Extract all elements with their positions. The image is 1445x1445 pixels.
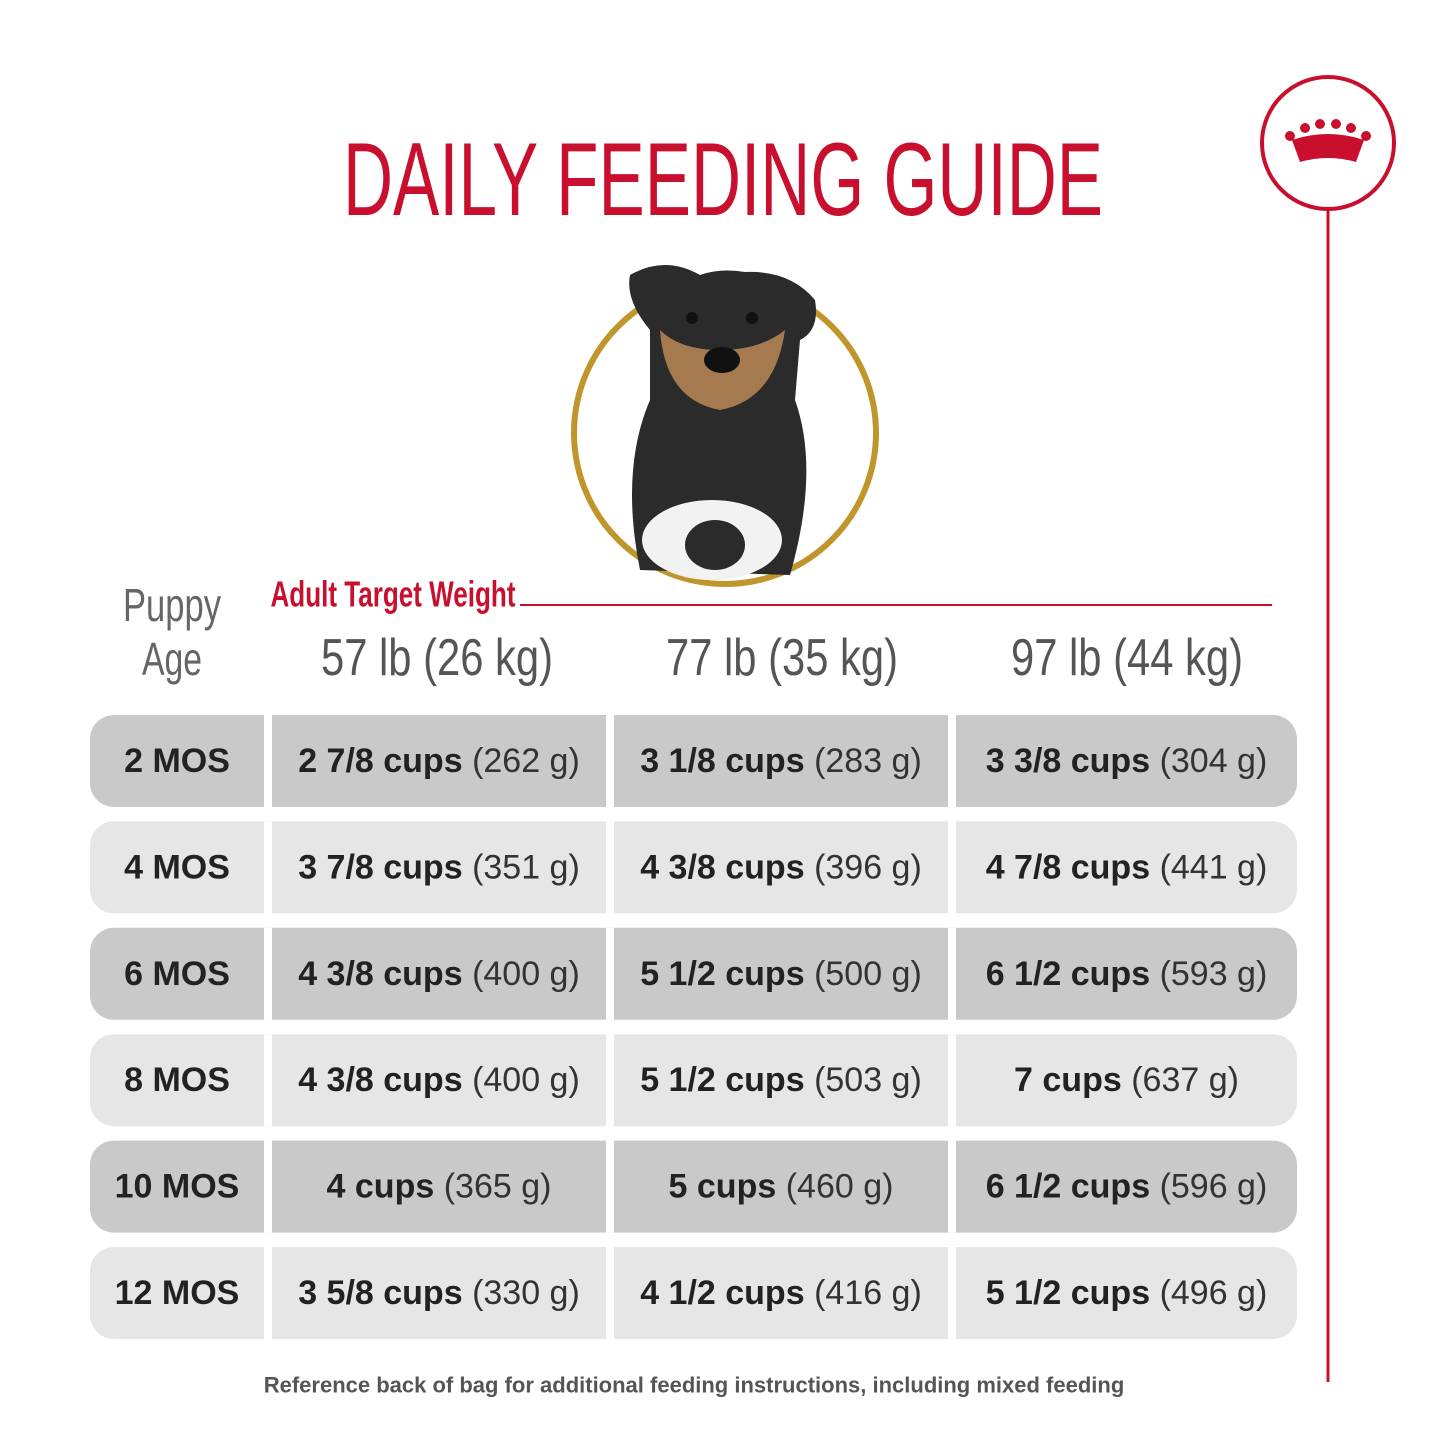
amount: 7 cups bbox=[1014, 1061, 1122, 1099]
logo bbox=[1260, 75, 1396, 1382]
amount-cell: 6 1/2 cups (593 g) bbox=[986, 955, 1268, 993]
cell-gap bbox=[606, 1247, 614, 1339]
amount-cell: 4 7/8 cups (441 g) bbox=[986, 848, 1268, 886]
grams: (593 g) bbox=[1160, 955, 1268, 993]
amount-cell: 3 5/8 cups (330 g) bbox=[298, 1274, 580, 1312]
amount-cell: 3 1/8 cups (283 g) bbox=[640, 742, 922, 780]
amount-cell: 6 1/2 cups (596 g) bbox=[986, 1168, 1268, 1206]
cell-gap bbox=[264, 1034, 272, 1127]
amount: 4 3/8 cups bbox=[298, 955, 462, 993]
age-cell: 12 MOS bbox=[115, 1274, 240, 1312]
amount-cell: 2 7/8 cups (262 g) bbox=[298, 742, 580, 780]
age-cell: 2 MOS bbox=[124, 742, 230, 780]
age-cell: 8 MOS bbox=[124, 1061, 230, 1099]
cell-gap bbox=[264, 821, 272, 914]
cell-gap bbox=[948, 821, 956, 914]
amount-cell: 4 3/8 cups (400 g) bbox=[298, 1061, 580, 1099]
amount-cell: 4 3/8 cups (396 g) bbox=[640, 848, 922, 886]
puppy-image bbox=[571, 265, 879, 587]
table: 57 lb (26 kg) 77 lb (35 kg) 97 lb (44 kg) 2… bbox=[90, 629, 1297, 1339]
cell-gap bbox=[948, 715, 956, 807]
amount: 4 7/8 cups bbox=[986, 848, 1150, 886]
cell-gap bbox=[606, 1140, 614, 1233]
amount: 4 1/2 cups bbox=[640, 1274, 804, 1312]
grams: (396 g) bbox=[814, 848, 922, 886]
cell-gap bbox=[606, 1034, 614, 1127]
amount: 4 cups bbox=[327, 1168, 435, 1206]
amount-cell: 3 3/8 cups (304 g) bbox=[986, 742, 1268, 780]
grams: (500 g) bbox=[814, 955, 922, 993]
amount: 3 3/8 cups bbox=[986, 742, 1150, 780]
amount-cell: 5 cups (460 g) bbox=[669, 1168, 894, 1206]
cell-gap bbox=[264, 1140, 272, 1233]
amount-cell: 7 cups (637 g) bbox=[1014, 1061, 1239, 1099]
grams: (596 g) bbox=[1160, 1168, 1268, 1206]
cell-gap bbox=[264, 715, 272, 807]
age-header: Puppy bbox=[123, 579, 221, 631]
grams: (304 g) bbox=[1160, 742, 1268, 780]
column-header: 77 lb (35 kg) bbox=[666, 629, 898, 687]
grams: (416 g) bbox=[814, 1274, 922, 1312]
amount-cell: 5 1/2 cups (503 g) bbox=[640, 1061, 922, 1099]
grams: (283 g) bbox=[814, 742, 922, 780]
weight-label: Adult Target Weight bbox=[271, 574, 516, 615]
cell-gap bbox=[948, 1140, 956, 1233]
grams: (351 g) bbox=[472, 848, 580, 886]
cell-gap bbox=[264, 1247, 272, 1339]
grams: (496 g) bbox=[1160, 1274, 1268, 1312]
row-background bbox=[90, 1140, 1297, 1233]
age-cell: 10 MOS bbox=[115, 1168, 240, 1206]
cell-gap bbox=[606, 715, 614, 807]
grams: (330 g) bbox=[472, 1274, 580, 1312]
amount: 2 7/8 cups bbox=[298, 742, 462, 780]
grams: (262 g) bbox=[472, 742, 580, 780]
row-background bbox=[90, 715, 1297, 807]
amount-cell: 3 7/8 cups (351 g) bbox=[298, 848, 580, 886]
amount-cell: 4 1/2 cups (416 g) bbox=[640, 1274, 922, 1312]
title: DAILY FEEDING GUIDE bbox=[343, 122, 1103, 238]
amount: 3 7/8 cups bbox=[298, 848, 462, 886]
grams: (365 g) bbox=[444, 1168, 552, 1206]
grams: (441 g) bbox=[1160, 848, 1268, 886]
grams: (460 g) bbox=[786, 1168, 894, 1206]
age-cell: 6 MOS bbox=[124, 955, 230, 993]
amount-cell: 4 cups (365 g) bbox=[327, 1168, 552, 1206]
amount-cell: 5 1/2 cups (500 g) bbox=[640, 955, 922, 993]
row-background bbox=[90, 1247, 1297, 1339]
amount-cell: 4 3/8 cups (400 g) bbox=[298, 955, 580, 993]
column-header: 57 lb (26 kg) bbox=[321, 629, 553, 687]
cell-gap bbox=[606, 927, 614, 1020]
amount: 3 5/8 cups bbox=[298, 1274, 462, 1312]
amount: 5 1/2 cups bbox=[640, 1061, 804, 1099]
amount-cell: 5 1/2 cups (496 g) bbox=[986, 1274, 1268, 1312]
amount: 3 1/8 cups bbox=[640, 742, 804, 780]
amount: 4 3/8 cups bbox=[640, 848, 804, 886]
age-header: Age bbox=[142, 633, 202, 685]
grams: (637 g) bbox=[1131, 1061, 1239, 1099]
cell-gap bbox=[948, 927, 956, 1020]
column-header: 97 lb (44 kg) bbox=[1011, 629, 1243, 687]
amount: 6 1/2 cups bbox=[986, 955, 1150, 993]
cell-gap bbox=[948, 1034, 956, 1127]
amount: 4 3/8 cups bbox=[298, 1061, 462, 1099]
grams: (400 g) bbox=[472, 1061, 580, 1099]
cell-gap bbox=[606, 821, 614, 914]
cell-gap bbox=[264, 927, 272, 1020]
amount: 5 1/2 cups bbox=[640, 955, 804, 993]
footer-note: Reference back of bag for additional fee… bbox=[264, 1373, 1125, 1398]
grams: (400 g) bbox=[472, 955, 580, 993]
row-background bbox=[90, 821, 1297, 914]
age-cell: 4 MOS bbox=[124, 848, 230, 886]
row-background bbox=[90, 927, 1297, 1020]
grams: (503 g) bbox=[814, 1061, 922, 1099]
row-background bbox=[90, 1034, 1297, 1127]
cell-gap bbox=[948, 1247, 956, 1339]
amount: 6 1/2 cups bbox=[986, 1168, 1150, 1206]
amount: 5 cups bbox=[669, 1168, 777, 1206]
amount: 5 1/2 cups bbox=[986, 1274, 1150, 1312]
